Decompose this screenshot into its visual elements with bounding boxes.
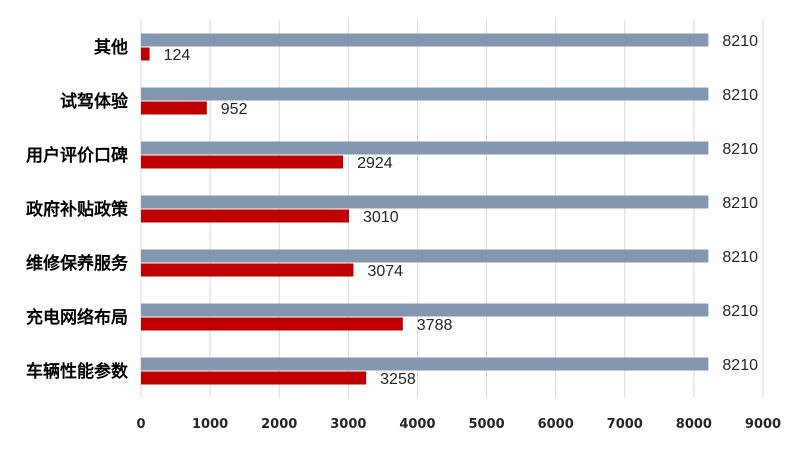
data-label: 952 — [221, 101, 248, 118]
grid-lines — [140, 20, 764, 398]
bar-red — [141, 47, 150, 61]
x-tick-label: 5000 — [468, 417, 504, 432]
bars — [141, 33, 709, 385]
data-label: 8210 — [722, 303, 758, 320]
bar-gray — [141, 33, 709, 47]
x-tick-label: 0 — [136, 417, 145, 432]
bar-red — [141, 371, 367, 385]
data-label: 8210 — [722, 87, 758, 104]
bar-red — [141, 155, 344, 169]
bar-red — [141, 317, 403, 331]
bar-gray — [141, 357, 709, 371]
data-label: 3010 — [363, 209, 399, 226]
category-label: 其他 — [94, 37, 128, 58]
bar-gray — [141, 195, 709, 209]
bar-gray — [141, 249, 709, 263]
x-tick-label: 3000 — [330, 417, 366, 432]
category-label: 维修保养服务 — [26, 253, 129, 274]
data-label: 8210 — [722, 33, 758, 50]
data-label: 124 — [164, 47, 191, 64]
x-tick-label: 7000 — [607, 417, 643, 432]
bar-red — [141, 209, 350, 223]
data-label: 3788 — [417, 317, 453, 334]
data-label: 3258 — [380, 371, 416, 388]
x-tick-label: 1000 — [192, 417, 228, 432]
x-tick-label: 9000 — [745, 417, 781, 432]
bar-red — [141, 101, 207, 115]
category-label: 政府补贴政策 — [26, 199, 129, 220]
x-tick-label: 6000 — [538, 417, 574, 432]
category-label: 充电网络布局 — [26, 307, 128, 328]
labels: 0 1000 2000 3000 4000 5000 6000 7000 8000 9000 车辆性… — [26, 33, 781, 432]
data-label: 8210 — [722, 195, 758, 212]
data-label: 8210 — [722, 357, 758, 374]
x-tick-label: 4000 — [399, 417, 435, 432]
data-label: 8210 — [722, 141, 758, 158]
category-label: 用户评价口碑 — [26, 145, 128, 166]
x-tick-label: 2000 — [261, 417, 297, 432]
data-label: 2924 — [357, 155, 393, 172]
x-tick-label: 8000 — [676, 417, 712, 432]
bar-red — [141, 263, 354, 277]
bar-gray — [141, 303, 709, 317]
category-label: 试驾体验 — [60, 91, 129, 112]
data-label: 3074 — [367, 263, 403, 280]
data-label: 8210 — [722, 249, 758, 266]
bar-gray — [141, 141, 709, 155]
bar-gray — [141, 87, 709, 101]
category-label: 车辆性能参数 — [26, 361, 129, 382]
